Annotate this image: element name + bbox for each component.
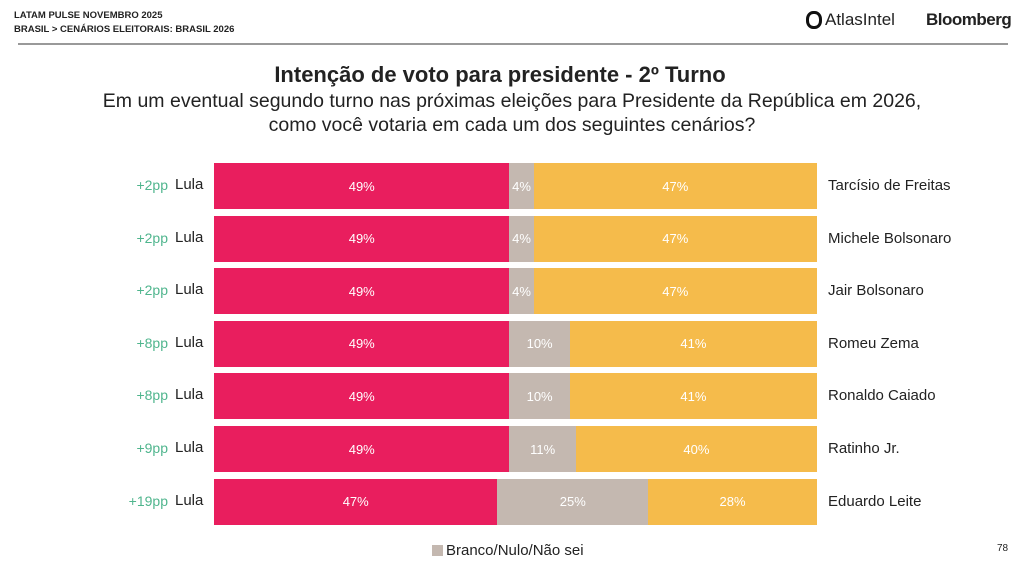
bloomberg-logo: Bloomberg [926,10,1012,29]
chart-row: +19pp Lula 47% 25% 28% Eduardo Leite [0,478,1024,525]
atlasintel-icon [806,11,822,29]
blank-bar: 4% [509,215,534,262]
blank-bar: 4% [509,268,534,315]
opponent-bar: 41% [569,373,817,420]
opponent-bar: 28% [648,478,817,525]
legend: Branco/Nulo/Não sei [432,542,584,559]
breadcrumb: BRASIL > CENÁRIOS ELEITORAIS: BRASIL 202… [14,24,235,35]
candidate-left: Lula [175,491,204,509]
lead-margin: +19pp [128,492,168,509]
lula-bar: 49% [214,320,510,367]
chart-subtitle-1: Em um eventual segundo turno nas próxima… [102,90,922,112]
candidate-right: Ratinho Jr. [828,440,900,457]
candidate-right: Jair Bolsonaro [828,282,924,300]
legend-label: Branco/Nulo/Não sei [446,542,584,559]
legend-swatch [432,545,443,556]
candidate-right: Romeu Zema [828,334,919,352]
candidate-right: Tarcísio de Freitas [828,177,951,194]
lead-margin: +8pp [136,387,168,404]
candidate-left: Lula [175,439,204,456]
lead-margin: +8pp [136,334,168,351]
atlasintel-text: AtlasIntel [825,10,895,29]
candidate-right: Eduardo Leite [828,492,922,510]
blank-bar: 10% [509,320,570,367]
blank-bar: 4% [509,163,534,209]
chart-subtitle-2: como você votaria em cada um dos seguint… [268,114,756,136]
opponent-bar: 47% [533,163,817,209]
chart-row: +2pp Lula 49% 4% 47% Tarcísio de Freitas [0,163,1024,209]
lula-bar: 49% [214,426,510,472]
lead-margin: +9pp [136,440,168,456]
page-number: 78 [997,543,1009,554]
opponent-bar: 40% [575,426,817,472]
candidate-right: Michele Bolsonaro [828,229,952,247]
blank-bar: 10% [509,373,570,420]
lula-bar: 49% [214,215,510,262]
blank-bar: 25% [497,478,649,525]
lead-margin: +2pp [136,282,168,299]
lead-margin: +2pp [136,177,168,193]
lula-bar: 49% [214,163,510,209]
candidate-right: Ronaldo Caiado [828,387,936,405]
report-title: LATAM PULSE NOVEMBRO 2025 [14,10,163,21]
candidate-left: Lula [175,333,204,351]
chart-row: +2pp Lula 49% 4% 47% Jair Bolsonaro [0,268,1024,315]
candidate-left: Lula [175,176,204,193]
header-divider [18,43,1008,45]
lead-margin: +2pp [136,229,168,246]
atlasintel-logo: AtlasIntel [806,10,895,30]
opponent-bar: 41% [569,320,817,367]
chart-row: +8pp Lula 49% 10% 41% Ronaldo Caiado [0,373,1024,420]
chart-row: +8pp Lula 49% 10% 41% Romeu Zema [0,320,1024,367]
candidate-left: Lula [175,228,204,246]
opponent-bar: 47% [533,215,817,262]
blank-bar: 11% [509,426,576,472]
chart-row: +2pp Lula 49% 4% 47% Michele Bolsonaro [0,215,1024,262]
lula-bar: 49% [214,268,510,315]
lula-bar: 49% [214,373,510,420]
opponent-bar: 47% [533,268,817,315]
chart-row: +9pp Lula 49% 11% 40% Ratinho Jr. [0,426,1024,472]
chart-title: Intenção de voto para presidente - 2º Tu… [274,62,726,87]
candidate-left: Lula [175,281,204,299]
lula-bar: 47% [214,478,498,525]
candidate-left: Lula [175,386,204,404]
